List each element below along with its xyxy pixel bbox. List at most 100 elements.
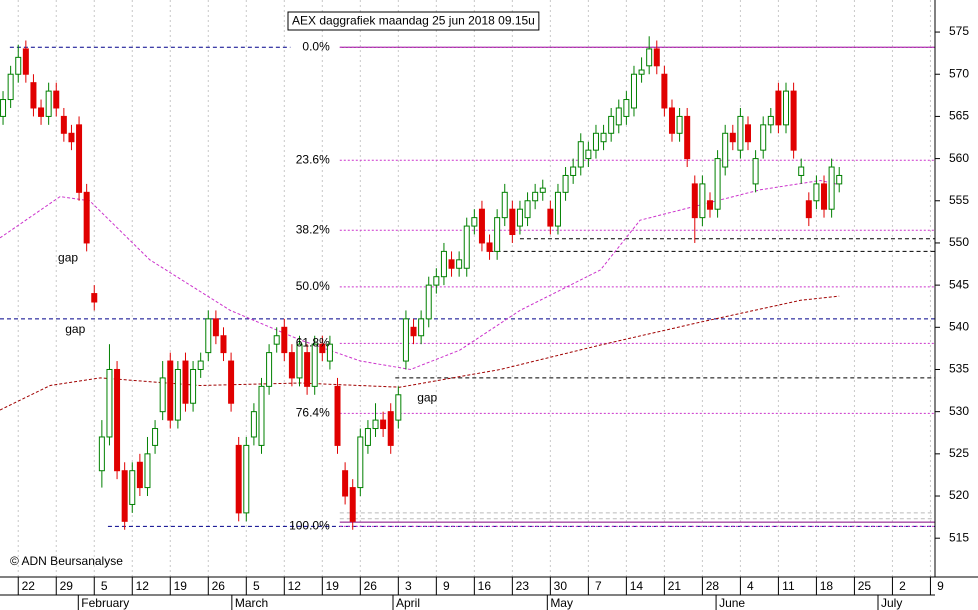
chart-title: AEX daggrafiek maandag 25 jun 2018 09.15…: [292, 14, 535, 28]
candle-body: [288, 352, 295, 379]
candle-body: [456, 259, 463, 269]
candle-body: [425, 284, 432, 320]
candle-body: [15, 56, 22, 75]
month-label: May: [550, 596, 573, 610]
candle-body: [174, 368, 181, 421]
candle-body: [190, 368, 197, 404]
candle-body: [402, 318, 409, 362]
candle-body: [387, 411, 394, 446]
candle-body: [570, 166, 577, 176]
x-tick-label: 18: [820, 579, 834, 593]
candle-body: [304, 352, 311, 387]
candle-body: [98, 436, 105, 472]
candle-body: [821, 183, 828, 210]
y-tick-label: 525: [949, 446, 969, 460]
x-tick-label: 9: [937, 579, 944, 593]
candle-body: [608, 115, 615, 134]
candle-body: [114, 368, 121, 472]
candle-body: [684, 115, 691, 160]
x-tick-label: 11: [782, 579, 795, 593]
candle-body: [478, 208, 485, 244]
x-tick-label: 12: [288, 579, 302, 593]
moving-average: [0, 295, 840, 411]
candle-body: [319, 343, 326, 354]
candle-body: [790, 90, 797, 151]
x-tick-label: 19: [326, 579, 340, 593]
candle-body: [53, 90, 60, 109]
candle-body: [296, 343, 303, 379]
y-tick-label: 520: [949, 488, 969, 502]
y-tick-label: 565: [949, 109, 969, 123]
x-tick-label: 5: [253, 579, 260, 593]
candle-body: [76, 124, 83, 193]
candle-body: [585, 149, 592, 160]
candle-body: [646, 48, 653, 67]
x-tick-label: 29: [60, 579, 74, 593]
x-tick-label: 21: [668, 579, 682, 593]
candle-body: [547, 208, 554, 227]
candle-body: [129, 470, 136, 505]
x-tick-label: 25: [858, 579, 872, 593]
month-label: February: [81, 596, 129, 610]
candle-body: [767, 115, 774, 126]
fib-label: 23.6%: [296, 152, 330, 166]
y-tick-label: 555: [949, 193, 969, 207]
candle-body: [45, 90, 52, 117]
candle-body: [615, 107, 622, 126]
candle-body: [722, 132, 729, 168]
candle-body: [805, 200, 812, 219]
candle-body: [7, 73, 14, 101]
lines-layer: [0, 46, 935, 527]
candle-body: [691, 183, 698, 219]
y-tick-label: 535: [949, 362, 969, 376]
candle-body: [159, 377, 166, 413]
candle-body: [152, 428, 159, 446]
candle-body: [349, 487, 356, 522]
candle-body: [562, 174, 569, 193]
annotation: gap: [65, 322, 85, 336]
month-label: April: [396, 596, 420, 610]
candle-body: [182, 360, 189, 404]
candle-body: [91, 293, 98, 303]
candle-body: [501, 191, 508, 219]
fib-label: 50.0%: [296, 279, 330, 293]
candle-body: [798, 166, 805, 176]
candle-body: [418, 318, 425, 337]
candle-body: [228, 360, 235, 404]
x-tick-label: 28: [706, 579, 720, 593]
y-tick-label: 570: [949, 66, 969, 80]
candle-body: [600, 132, 607, 143]
candle-body: [273, 335, 280, 345]
candle-body: [83, 191, 90, 244]
candle-body: [706, 200, 713, 210]
candle-body: [440, 250, 447, 278]
candle-body: [410, 326, 417, 337]
candle-body: [836, 174, 843, 185]
y-tick-label: 540: [949, 319, 969, 333]
candle-body: [760, 124, 767, 151]
candle-body: [577, 141, 584, 168]
candle-body: [509, 208, 516, 236]
candle-body: [243, 444, 250, 514]
candle-body: [729, 132, 736, 143]
candle-body: [342, 470, 349, 497]
x-tick-label: 4: [747, 579, 754, 593]
candle-body: [813, 183, 820, 202]
candle-body: [638, 69, 645, 75]
candle-body: [266, 352, 273, 387]
candle-body: [68, 132, 75, 143]
candle-body: [676, 115, 683, 134]
candle-body: [653, 48, 660, 67]
x-tick-label: 5: [101, 579, 108, 593]
fib-label: 0.0%: [302, 39, 330, 53]
x-tick-label: 2: [899, 579, 906, 593]
candle-body: [623, 99, 630, 117]
candle-body: [136, 461, 143, 489]
month-label: July: [881, 596, 902, 610]
candle-body: [220, 335, 227, 354]
x-tick-label: 12: [136, 579, 150, 593]
month-label: March: [235, 596, 268, 610]
